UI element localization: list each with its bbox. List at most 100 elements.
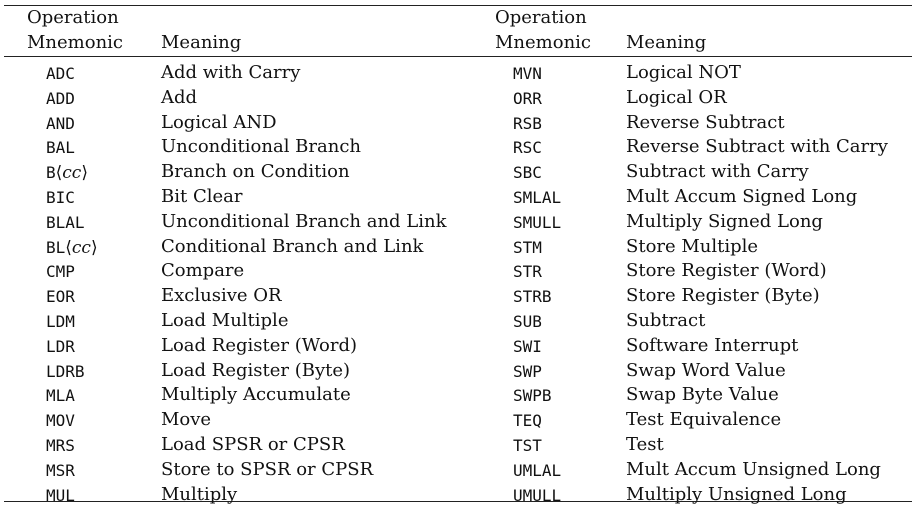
meaning-cell: Mult Accum Signed Long: [626, 186, 858, 207]
meaning-cell: Bit Clear: [161, 186, 243, 207]
mnemonic-cell: MSR: [46, 460, 75, 480]
table-row: TST Test: [4, 433, 912, 458]
meaning-cell: Conditional Branch and Link: [161, 235, 424, 257]
meaning-cell: Move: [161, 409, 212, 431]
mnemonic-cell: STR: [513, 262, 542, 282]
mnemonic-cell: SMLAL: [513, 188, 562, 207]
table-row: UMULL Multiply Unsigned Long: [4, 483, 912, 508]
meaning-cell: Swap Word Value: [626, 359, 786, 381]
table-row: BIC Bit Clear: [4, 185, 912, 210]
mnemonic-cell: MRS: [46, 436, 75, 455]
table-row: SBC Subtract with Carry: [4, 160, 912, 185]
mnemonic-cell: SMULL: [513, 212, 562, 232]
mnemonic-cell: BIC: [46, 188, 75, 207]
table-row: MVN Logical NOT: [4, 61, 912, 86]
table-row: ADD Add: [4, 86, 912, 111]
table-row: BL⟨cc⟩ Conditional Branch and Link: [4, 235, 912, 260]
meaning-cell: Add: [161, 86, 198, 108]
table-row: B⟨cc⟩ Branch on Condition: [4, 160, 912, 185]
table-row: MSR Store to SPSR or CPSR: [4, 458, 912, 483]
meaning-cell: Load Multiple: [161, 310, 289, 331]
meaning-cell: Load Register (Byte): [161, 359, 351, 381]
mnemonic-cell: ADD: [46, 88, 75, 108]
meaning-cell: Reverse Subtract with Carry: [626, 136, 888, 158]
table-row: LDR Load Register (Word): [4, 334, 912, 359]
mnemonic-cell: LDM: [46, 312, 75, 331]
header-right-mnemonic-line2: Mnemonic: [495, 32, 592, 53]
table-row: MRS Load SPSR or CPSR: [4, 433, 912, 458]
header-right-mnemonic-line1: Operation: [495, 7, 587, 28]
meaning-cell: Store Register (Word): [626, 260, 827, 282]
table-row: UMLAL Mult Accum Unsigned Long: [4, 458, 912, 483]
table-row: STRB Store Register (Byte): [4, 284, 912, 309]
table-row: MUL Multiply: [4, 483, 912, 508]
mnemonic-cell: RSC: [513, 138, 542, 158]
mnemonic-cell: EOR: [46, 287, 75, 307]
table-row: ADC Add with Carry: [4, 61, 912, 86]
table-row: ORR Logical OR: [4, 86, 912, 111]
meaning-cell: Subtract: [626, 310, 706, 331]
table-row: MOV Move: [4, 408, 912, 433]
meaning-cell: Reverse Subtract: [626, 111, 785, 133]
meaning-cell: Multiply: [161, 483, 238, 505]
header-rule: [4, 56, 912, 57]
header-left-mnemonic-line1: Operation: [27, 7, 119, 28]
meaning-cell: Logical OR: [626, 86, 727, 108]
table-row: RSB Reverse Subtract: [4, 111, 912, 136]
mnemonic-cell: MUL: [46, 485, 75, 505]
table-row: LDRB Load Register (Byte): [4, 359, 912, 384]
mnemonic-cell: SWP: [513, 361, 542, 381]
meaning-cell: Mult Accum Unsigned Long: [626, 458, 881, 480]
mnemonic-cell: CMP: [46, 262, 75, 282]
mnemonic-cell: STRB: [513, 287, 552, 307]
table-row: SWI Software Interrupt: [4, 334, 912, 359]
header-left-meaning: Meaning: [161, 32, 242, 53]
meaning-cell: Logical NOT: [626, 62, 741, 83]
meaning-cell: Exclusive OR: [161, 285, 282, 307]
meaning-cell: Store Register (Byte): [626, 285, 820, 307]
mnemonic-cell: TEQ: [513, 411, 542, 431]
mnemonic-cell: SWI: [513, 336, 542, 356]
meaning-cell: Multiply Unsigned Long: [626, 483, 847, 505]
meaning-cell: Compare: [161, 260, 245, 282]
mnemonic-cell: BAL: [46, 138, 75, 158]
meaning-cell: Branch on Condition: [161, 161, 350, 183]
table-body: ADC Add with Carry ADD Add AND Logical A…: [4, 59, 912, 505]
meaning-cell: Logical AND: [161, 111, 277, 133]
mnemonic-cell: MVN: [513, 64, 542, 83]
table-row: MLA Multiply Accumulate: [4, 383, 912, 408]
mnemonic-cell: UMLAL: [513, 460, 562, 480]
mnemonic-cell: TST: [513, 436, 542, 455]
table-row: AND Logical AND: [4, 111, 912, 136]
table-header: Operation Mnemonic Meaning Operation Mne…: [4, 6, 912, 56]
meaning-cell: Load Register (Word): [161, 334, 357, 356]
table-row: BLAL Unconditional Branch and Link: [4, 210, 912, 235]
table-row: RSC Reverse Subtract with Carry: [4, 135, 912, 160]
table-row: SMLAL Mult Accum Signed Long: [4, 185, 912, 210]
bottom-rule: [4, 501, 912, 502]
table-row: BAL Unconditional Branch: [4, 135, 912, 160]
table-row: SWP Swap Word Value: [4, 359, 912, 384]
mnemonic-cell: ADC: [46, 64, 75, 83]
meaning-cell: Test: [626, 434, 664, 455]
table-row: STR Store Register (Word): [4, 259, 912, 284]
meaning-cell: Multiply Signed Long: [626, 210, 823, 232]
meaning-cell: Unconditional Branch and Link: [161, 210, 447, 232]
meaning-cell: Subtract with Carry: [626, 161, 809, 183]
table-row: CMP Compare: [4, 259, 912, 284]
meaning-cell: Swap Byte Value: [626, 384, 779, 406]
mnemonic-cell: LDR: [46, 336, 75, 356]
mnemonic-cell: MLA: [46, 386, 75, 406]
table-row: SUB Subtract: [4, 309, 912, 334]
header-right-meaning: Meaning: [626, 32, 707, 53]
meaning-cell: Multiply Accumulate: [161, 384, 351, 406]
meaning-cell: Unconditional Branch: [161, 136, 362, 158]
table-row: STM Store Multiple: [4, 235, 912, 260]
mnemonic-cell: SUB: [513, 312, 542, 331]
mnemonic-cell: RSB: [513, 113, 542, 133]
mnemonic-cell: SWPB: [513, 386, 552, 406]
mnemonic-cell: ORR: [513, 88, 542, 108]
meaning-cell: Test Equivalence: [626, 409, 782, 431]
mnemonic-cell: UMULL: [513, 485, 562, 505]
header-left-mnemonic-line2: Mnemonic: [27, 32, 124, 53]
